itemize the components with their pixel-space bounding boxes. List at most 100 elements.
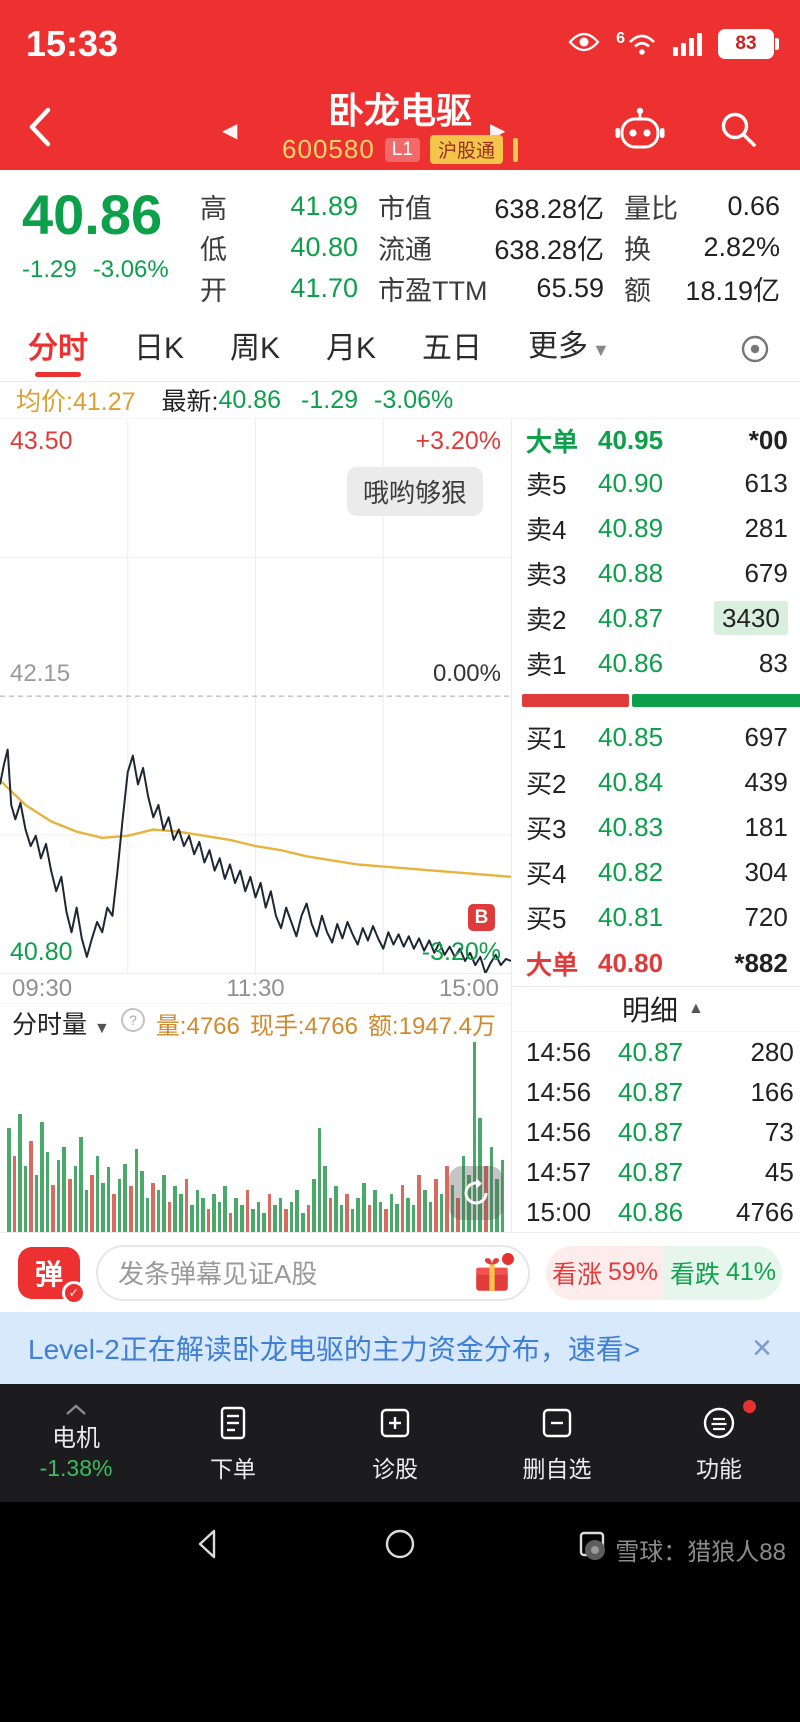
watermark: 雪球：猎狼人88 <box>583 1532 786 1567</box>
danmaku-placeholder: 发条弹幕见证A股 <box>118 1259 318 1289</box>
related-stock-percent: -1.38% <box>39 1455 113 1481</box>
close-icon[interactable]: × <box>752 1329 772 1367</box>
latest-price: 40.86 <box>218 385 282 414</box>
time-mid: 11:30 <box>226 974 285 1002</box>
status-time: 15:33 <box>26 23 119 64</box>
amount-label: 额 <box>624 275 651 306</box>
related-stock-name: 电机 <box>52 1425 100 1452</box>
open-value: 41.70 <box>290 272 358 303</box>
wifi6-icon: 6 <box>616 30 657 56</box>
chevron-up-icon <box>66 1404 86 1415</box>
ask-row-2[interactable]: 卖2 40.87 3430 <box>512 596 800 641</box>
tab-weekly[interactable]: 周K <box>230 331 281 365</box>
tab-minute[interactable]: 分时 <box>28 319 88 379</box>
ratio-bar-red <box>522 694 630 707</box>
order-book-panel: 大单 40.95 *00 卖5 40.90 613 卖4 40.89 281 卖… <box>512 419 800 1232</box>
open-label: 开 <box>200 275 227 306</box>
system-nav-bar: 雪球：猎狼人88 <box>0 1502 800 1722</box>
tab-more[interactable]: 更多 ▼ <box>528 330 610 363</box>
nav-place-order[interactable]: 下单 <box>152 1384 314 1502</box>
bid-row-3[interactable]: 买3 40.83 181 <box>526 812 788 844</box>
ask-row-1[interactable]: 卖1 40.86 83 <box>526 648 788 680</box>
sentiment-vote: 看涨 59% 看跌 41% <box>546 1245 782 1300</box>
chart-min-price: 40.80 <box>10 938 73 967</box>
stock-code: 600580 <box>282 134 375 164</box>
bid-ask-ratio-bar <box>522 694 800 707</box>
bid-row-1[interactable]: 买1 40.85 697 <box>526 722 788 754</box>
bid-row-4[interactable]: 买4 40.82 304 <box>526 857 788 889</box>
android-back-button[interactable] <box>191 1527 225 1566</box>
low-value: 40.80 <box>290 231 358 262</box>
volume-bar-chart <box>0 1042 511 1232</box>
ask-row-4[interactable]: 卖4 40.89 281 <box>526 513 788 545</box>
prev-stock-button[interactable]: ◀ <box>222 120 238 142</box>
search-icon[interactable] <box>716 107 760 156</box>
quote-col-cap: 市值 638.28亿 流通 638.28亿 市盈TTM 65.59 <box>378 186 604 316</box>
latest-change: -1.29 <box>301 385 359 414</box>
ask-row-3[interactable]: 卖3 40.88 679 <box>526 558 788 590</box>
bid-row-5[interactable]: 买5 40.81 720 <box>526 902 788 934</box>
float-value: 638.28亿 <box>494 234 604 265</box>
big-sell-order-row[interactable]: 大单 40.95 *00 <box>512 419 800 461</box>
danmaku-toggle-button[interactable]: 弹 ✓ <box>18 1246 86 1305</box>
tab-daily[interactable]: 日K <box>134 331 185 365</box>
vote-bull-button[interactable]: 看涨 59% <box>546 1245 664 1300</box>
android-home-button[interactable] <box>383 1527 417 1566</box>
big-buy-order-row[interactable]: 大单 40.80 *882 <box>512 940 800 986</box>
l1-badge: L1 <box>384 137 420 162</box>
battery-percent: 83 <box>735 33 757 54</box>
marketcap-label: 市值 <box>378 193 432 224</box>
gift-icon[interactable] <box>472 1252 514 1302</box>
trade-detail-row: 14:56 40.87 166 <box>526 1076 794 1107</box>
signal-strength-icon <box>673 32 702 56</box>
volume-indicator-dropdown[interactable]: 分时量 ▼ <box>12 1011 110 1040</box>
ratio-bar-green <box>632 694 800 707</box>
marketcap-value: 638.28亿 <box>494 193 604 224</box>
back-button[interactable] <box>24 102 54 157</box>
buy-marker: B <box>468 904 495 932</box>
main-area: 43.50 +3.20% 哦哟够狠 42.15 0.00% 40.80 -3.2… <box>0 418 800 1232</box>
level2-banner-link[interactable]: Level-2正在解读卧龙电驱的主力资金分布，速看> <box>28 1334 641 1365</box>
quote-stats: 高 41.89 低 40.80 开 41.70 市值 638.28亿 流通 638.28亿… <box>200 186 780 316</box>
nav-remove-watchlist[interactable]: 删自选 <box>476 1384 638 1502</box>
chevron-down-icon: ▼ <box>592 340 610 360</box>
danmaku-input[interactable]: 发条弹幕见证A股 <box>96 1244 530 1302</box>
bid-row-2[interactable]: 买2 40.84 439 <box>526 767 788 799</box>
rotate-screen-button[interactable] <box>449 1166 503 1220</box>
chart-tabs: 分时 日K 周K 月K 五日 更多 ▼ <box>0 316 800 382</box>
pe-value: 65.59 <box>536 272 604 303</box>
assistant-robot-button[interactable] <box>614 106 666 157</box>
gold-divider <box>512 137 518 162</box>
quote-col-vol: 量比 0.66 换 2.82% 额 18.19亿 <box>624 186 780 316</box>
help-icon[interactable]: ? <box>120 1007 146 1040</box>
volratio-label: 量比 <box>624 193 678 224</box>
hgt-badge: 沪股通 <box>429 135 503 164</box>
diagnose-icon <box>380 1408 410 1437</box>
remove-icon <box>542 1408 572 1437</box>
level2-banner: Level-2正在解读卧龙电驱的主力资金分布，速看> × <box>0 1312 800 1384</box>
tab-5day[interactable]: 五日 <box>422 331 483 365</box>
chart-max-percent: +3.20% <box>415 427 502 455</box>
vote-bear-button[interactable]: 看跌 41% <box>664 1245 782 1300</box>
svg-text:?: ? <box>129 1012 137 1028</box>
related-stock-item[interactable]: 电机 -1.38% <box>0 1384 152 1502</box>
nav-functions[interactable]: 功能 <box>638 1384 800 1502</box>
trade-detail-row: 14:57 40.87 45 <box>526 1156 794 1187</box>
prev-close-price: 42.15 <box>10 660 71 688</box>
minute-chart-plot[interactable]: 43.50 +3.20% 哦哟够狠 42.15 0.00% 40.80 -3.2… <box>0 419 511 975</box>
snowball-logo-icon <box>585 1539 606 1560</box>
tab-monthly[interactable]: 月K <box>326 331 377 365</box>
chart-settings-icon[interactable] <box>738 332 772 366</box>
ask-row-5[interactable]: 卖5 40.90 613 <box>526 468 788 500</box>
big-sell-volume: *00 <box>748 424 788 455</box>
highlighted-volume: 3430 <box>714 601 788 635</box>
float-label: 流通 <box>378 234 432 265</box>
trade-detail-header[interactable]: 明细 ▲ <box>512 986 800 1032</box>
current-price-block: 40.86 -1.29 -3.06% <box>22 186 200 316</box>
time-axis: 09:30 11:30 15:00 <box>0 974 511 1005</box>
status-bar: 15:33 6 83 <box>0 0 800 88</box>
high-label: 高 <box>200 193 227 224</box>
trade-detail-row: 15:00 40.86 4766 <box>526 1196 794 1227</box>
notification-dot <box>502 1252 514 1265</box>
nav-diagnose-stock[interactable]: 诊股 <box>314 1384 476 1502</box>
